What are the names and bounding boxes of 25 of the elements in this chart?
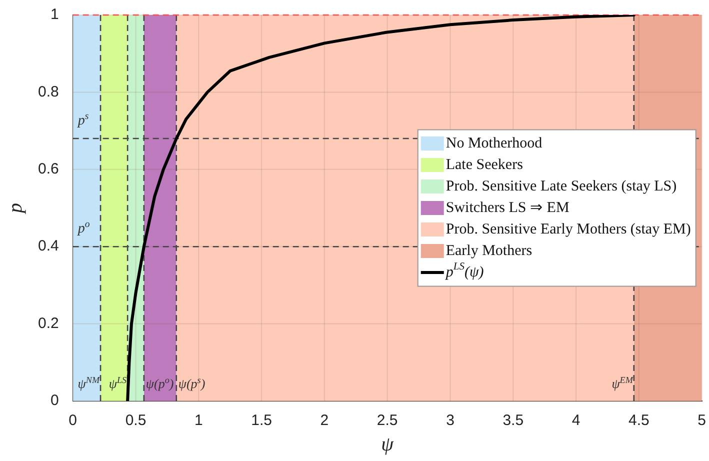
legend-label: Early Mothers <box>446 242 532 259</box>
x-tick-label: 5 <box>698 412 706 430</box>
x-axis-title: ψ <box>381 433 394 456</box>
x-tick-label: 3 <box>446 412 454 430</box>
legend-label: Prob. Sensitive Late Seekers (stay LS) <box>446 178 677 194</box>
y-tick-label: 0 <box>50 392 59 410</box>
y-tick-label: 0.8 <box>38 83 59 100</box>
x-tick-label: 0 <box>68 412 78 430</box>
x-tick-label: 4.5 <box>628 412 650 430</box>
y-tick-label: 0.2 <box>38 314 59 332</box>
y-axis-title: p <box>4 203 26 215</box>
x-tick-label: 1 <box>194 412 203 430</box>
y-tick-label: 0.4 <box>38 238 59 255</box>
x-tick-label: 2.5 <box>376 412 398 430</box>
x-tick-label: 3.5 <box>502 412 524 430</box>
legend-label: No Motherhood <box>446 135 543 152</box>
legend-label: Prob. Sensitive Early Mothers (stay EM) <box>446 221 691 238</box>
x-tick-label: 1.5 <box>251 412 272 430</box>
x-tick-label: 4 <box>572 412 580 430</box>
x-tick-label: 0.5 <box>125 412 146 430</box>
y-tick-label: 1 <box>50 6 59 24</box>
x-tick-label: 2 <box>320 412 329 430</box>
legend-label: Late Seekers <box>446 156 524 173</box>
y-tick-label: 0.6 <box>38 160 59 178</box>
legend-label: Switchers LS ⇒ EM <box>446 200 570 216</box>
